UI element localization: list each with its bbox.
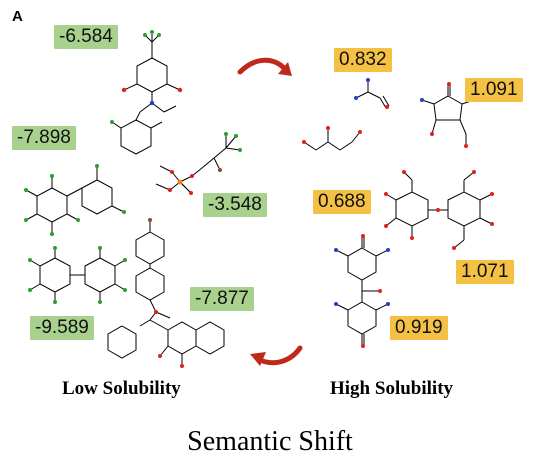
molecule-trifluralin	[111, 32, 181, 155]
heteroatoms	[24, 30, 494, 368]
high-solubility-label: High Solubility	[330, 378, 454, 399]
molecule-pcb	[25, 166, 125, 234]
low-value-badge-2: -7.898	[12, 126, 76, 150]
panel-letter: A	[12, 8, 23, 25]
molecule-urea	[355, 80, 390, 109]
molecule-barbiturate	[335, 236, 389, 346]
figure-caption: Semantic Shift	[187, 426, 353, 457]
molecule-structures	[24, 30, 494, 368]
high-value-badge-5: 0.919	[390, 316, 448, 340]
molecule-fluoro-biphenyl	[29, 248, 126, 302]
molecule-phosphate	[155, 134, 241, 195]
low-value-badge-3: -3.548	[203, 193, 267, 217]
low-value-badge-4: -9.589	[30, 316, 94, 340]
low-solubility-label: Low Solubility	[62, 378, 181, 399]
high-value-badge-1: 0.832	[334, 48, 392, 72]
arrow-to-high-icon	[237, 57, 292, 76]
low-value-badge-5: -7.877	[190, 287, 254, 311]
arrow-to-low-icon	[250, 345, 303, 366]
high-value-badge-4: 1.071	[456, 260, 514, 284]
high-value-badge-3: 0.688	[313, 190, 371, 214]
molecule-glycerol	[303, 128, 361, 151]
high-value-badge-2: 1.091	[465, 78, 523, 102]
low-value-badge-1: -6.584	[54, 25, 118, 49]
